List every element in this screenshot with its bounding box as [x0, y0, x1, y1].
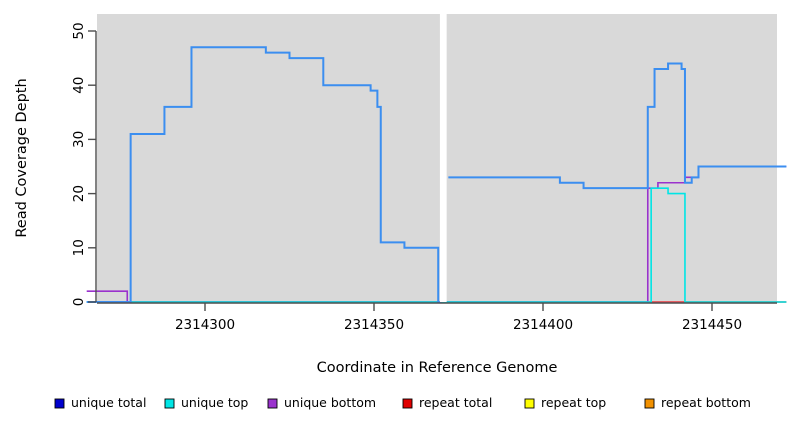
x-tick-label: 2314300: [175, 317, 235, 333]
series-layer: [86, 46, 787, 303]
legend-label: repeat bottom: [661, 395, 751, 410]
series-line-segment: [86, 187, 787, 303]
x-tick-label: 2314350: [344, 317, 404, 333]
no-data-gap-band: [439, 14, 447, 302]
legend-item-repeat-bottom: repeat bottom: [644, 395, 751, 410]
y-axis: 0 10 20 30 40 50 Read Coverage Depth: [14, 22, 97, 306]
x-ticks: 2314300 2314350 2314400 2314450: [175, 303, 742, 333]
legend-swatch-repeat-top: [524, 398, 535, 409]
legend-swatch-repeat-total: [402, 398, 413, 409]
series-line-segment: [86, 46, 442, 303]
legend-label: unique bottom: [284, 395, 376, 410]
legend-item-repeat-top: repeat top: [524, 395, 606, 410]
x-tick-label: 2314450: [682, 317, 742, 333]
legend-label: unique top: [181, 395, 248, 410]
chart-legend: unique total unique top unique bottom repea…: [54, 395, 751, 410]
y-tick-label: 40: [71, 77, 87, 94]
legend-swatch-unique-bottom: [267, 398, 278, 409]
legend-label: repeat top: [541, 395, 606, 410]
legend-item-repeat-total: repeat total: [402, 395, 492, 410]
y-ticks: 0 10 20 30 40 50: [71, 22, 96, 306]
y-tick-label: 10: [71, 239, 87, 256]
legend-swatch-unique-total: [54, 398, 65, 409]
legend-item-unique-total: unique total: [54, 395, 146, 410]
y-tick-label: 20: [71, 185, 87, 202]
y-tick-label: 50: [71, 22, 87, 39]
x-axis-title: Coordinate in Reference Genome: [317, 360, 558, 376]
y-tick-label: 30: [71, 131, 87, 148]
legend-label: unique total: [71, 395, 146, 410]
plot-panel-background: [97, 14, 777, 302]
data-gap-mask: [439, 14, 447, 302]
x-tick-label: 2314400: [513, 317, 573, 333]
legend-item-unique-bottom: unique bottom: [267, 395, 376, 410]
legend-swatch-repeat-bottom: [644, 398, 655, 409]
legend-label: repeat total: [419, 395, 492, 410]
y-tick-label: 0: [71, 298, 87, 307]
x-axis: 2314300 2314350 2314400 2314450 Coordinate …: [97, 302, 777, 376]
y-axis-title: Read Coverage Depth: [14, 78, 30, 237]
series-unique-total: [86, 46, 787, 303]
series-line-segment: [448, 62, 787, 190]
series-unique-top: [86, 187, 787, 303]
legend-swatch-unique-top: [164, 398, 175, 409]
legend-item-unique-top: unique top: [164, 395, 248, 410]
plot-panel: [97, 14, 777, 302]
